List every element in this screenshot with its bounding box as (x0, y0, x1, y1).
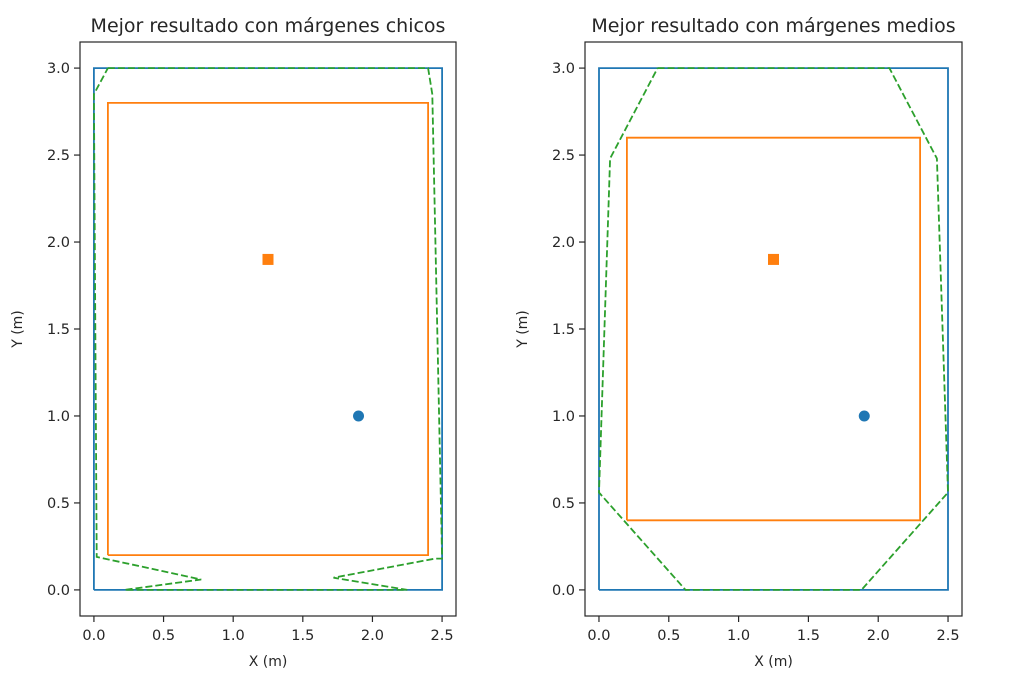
y-tick-label: 2.0 (552, 235, 575, 251)
series-line-dashed (598, 67, 949, 591)
y-tick-label: 0.5 (47, 496, 70, 512)
x-tick-label: 2.5 (431, 628, 454, 644)
point-marker-square (768, 253, 779, 265)
axes-frame (79, 41, 457, 617)
x-tick-label: 1.0 (727, 628, 750, 644)
series-line-dashed (92, 67, 444, 591)
point-marker-circle (858, 410, 870, 422)
axes-frame (584, 41, 963, 617)
y-tick-label: 1.0 (47, 409, 70, 425)
series-line (626, 136, 921, 522)
y-tick-label: 1.5 (47, 322, 70, 338)
x-tick-label: 1.0 (222, 628, 245, 644)
plot-area: 0.0 0.5 1.0 1.5 2.0 2.5 0.0 0.5 1.0 1.5 2.0 2.5 3.0 (47, 41, 457, 644)
y-tick-label: 3.0 (552, 61, 575, 77)
x-tick-label: 0.5 (152, 628, 175, 644)
y-tick-label: 2.0 (47, 235, 70, 251)
y-tick-label: 2.5 (47, 148, 70, 164)
series-line (93, 67, 444, 591)
plot-area: 0.0 0.5 1.0 1.5 2.0 2.5 0.0 0.5 1.0 1.5 2.0 2.5 3.0 (552, 41, 963, 644)
x-tick-label: 0.0 (587, 628, 610, 644)
subplot-right: Mejor resultado con márgenes medios X (m… (515, 15, 963, 670)
y-tick-label: 0.0 (552, 583, 575, 599)
y-tick-label: 1.0 (552, 409, 575, 425)
series-line (107, 102, 430, 556)
x-tick-label: 1.5 (797, 628, 820, 644)
y-tick-label: 2.5 (552, 148, 575, 164)
y-tick-label: 3.0 (47, 61, 70, 77)
y-axis-label: Y (m) (10, 310, 26, 349)
x-axis-label: X (m) (249, 654, 288, 670)
subplot-left: Mejor resultado con márgenes chicos X (m… (10, 15, 457, 670)
x-tick-label: 2.0 (361, 628, 384, 644)
subplot-title: Mejor resultado con márgenes medios (591, 15, 955, 37)
point-marker-square (262, 253, 274, 265)
x-tick-label: 2.5 (937, 628, 960, 644)
x-tick-label: 1.5 (291, 628, 314, 644)
x-tick-label: 0.5 (657, 628, 680, 644)
y-tick-label: 0.5 (552, 496, 575, 512)
point-marker-circle (353, 410, 365, 422)
y-tick-label: 1.5 (552, 322, 575, 338)
subplot-title: Mejor resultado con márgenes chicos (91, 15, 446, 37)
x-axis-label: X (m) (754, 654, 793, 670)
y-tick-label: 0.0 (47, 583, 70, 599)
series-line (598, 67, 949, 591)
x-tick-label: 0.0 (82, 628, 105, 644)
x-tick-label: 2.0 (867, 628, 890, 644)
y-axis-label: Y (m) (515, 310, 531, 349)
